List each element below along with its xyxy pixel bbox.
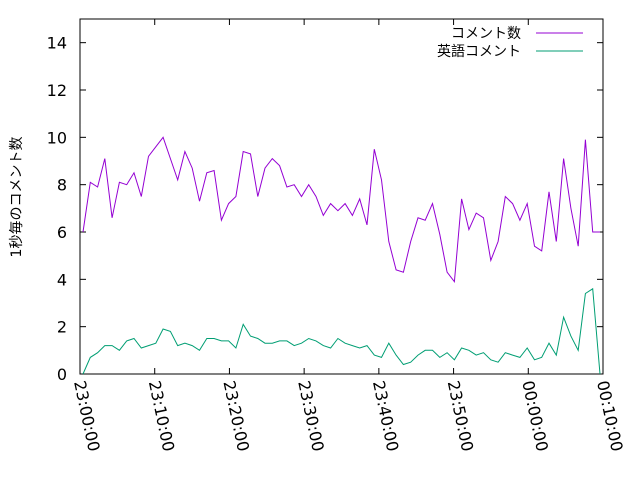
x-tick-label: 23:20:00 [220,379,254,453]
y-tick-label: 12 [47,81,67,100]
x-tick-label: 23:10:00 [145,379,179,453]
y-tick-label: 14 [47,34,67,53]
legend-label-1: 英語コメント [437,43,521,60]
legend-label-0: コメント数 [451,26,521,42]
plot-frame [79,18,604,375]
y-axis: 0 2 4 6 8 10 12 14 [47,34,603,384]
y-tick-label: 8 [57,176,67,195]
x-tick-label: 00:00:00 [518,379,552,453]
x-tick-label: 23:40:00 [369,379,403,453]
y-tick-label: 6 [57,223,67,242]
series-line-1 [82,287,601,375]
x-tick-label: 23:30:00 [294,379,328,453]
y-tick-label: 10 [47,128,67,147]
y-tick-label: 4 [57,270,67,289]
x-tick-label: 00:10:00 [593,379,627,453]
y-tick-label: 2 [57,318,67,337]
series-line-0 [82,136,600,284]
y-tick-label: 0 [57,365,67,384]
y-axis-label: 1秒毎のコメント数 [9,137,25,258]
x-tick-label: 23:00:00 [70,379,104,453]
series-lines [82,136,601,375]
x-tick-label: 23:50:00 [444,379,478,453]
